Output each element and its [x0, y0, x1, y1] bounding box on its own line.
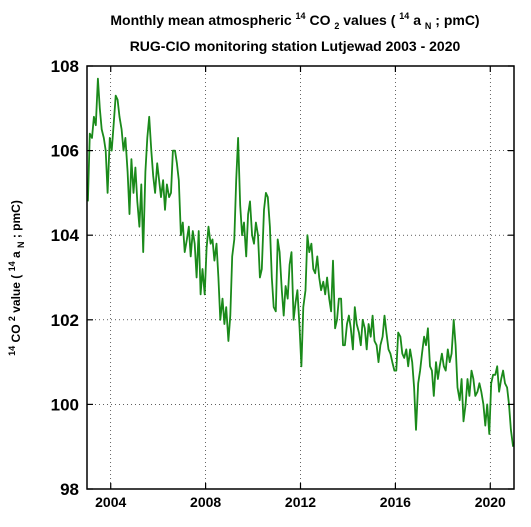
x-tick-label: 2016: [380, 494, 411, 510]
grid: [87, 66, 514, 489]
ylabel-mid: value (: [9, 275, 23, 313]
title-subscript-n: N: [425, 21, 432, 31]
x-tick-label: 2008: [190, 494, 221, 510]
y-tick-label: 108: [51, 57, 79, 76]
ylabel-a: a: [9, 251, 23, 258]
y-axis-label: 14 CO 2 value ( 14 a N ; pmC): [4, 200, 27, 356]
title-superscript-14: 14: [296, 11, 306, 21]
plot-frame: [86, 65, 515, 490]
ylabel-post: ; pmC): [9, 200, 23, 238]
y-tick-label: 100: [51, 395, 79, 414]
ylabel-co: CO: [9, 324, 23, 342]
title-subscript-2: 2: [334, 21, 339, 31]
y-tick-label: 98: [60, 480, 79, 499]
title-text-1: Monthly mean atmospheric: [110, 12, 295, 28]
x-tick-label: 2012: [285, 494, 316, 510]
ylabel-sup-14b: 14: [7, 261, 17, 271]
ylabel-sub-n: N: [16, 242, 26, 249]
title-superscript-14b: 14: [399, 11, 409, 21]
title-text-2: values (: [343, 12, 395, 28]
title-co: CO: [309, 12, 330, 28]
chart-title-line-1: Monthly mean atmospheric 14 CO 2 values …: [110, 6, 479, 32]
x-tick-label: 2020: [475, 494, 506, 510]
ylabel-sup-2: 2: [7, 316, 17, 321]
title-a: a: [413, 12, 421, 28]
y-tick-label: 106: [51, 142, 79, 161]
series-layer: [87, 77, 514, 447]
y-axis-label-group: 14 CO 2 value ( 14 a N ; pmC): [4, 200, 27, 356]
y-tick-label: 104: [51, 226, 80, 245]
ticks: 2004 2008 2012 2016 2020 98 100 102 104 106 108: [51, 57, 514, 510]
series-line: [87, 77, 514, 447]
chart-title-line-2: RUG-CIO monitoring station Lutjewad 2003…: [130, 38, 461, 54]
y-tick-label: 102: [51, 311, 79, 330]
title-text-3: ; pmC): [435, 12, 479, 28]
ylabel-sup-14: 14: [7, 346, 17, 356]
x-tick-label: 2004: [95, 494, 126, 510]
